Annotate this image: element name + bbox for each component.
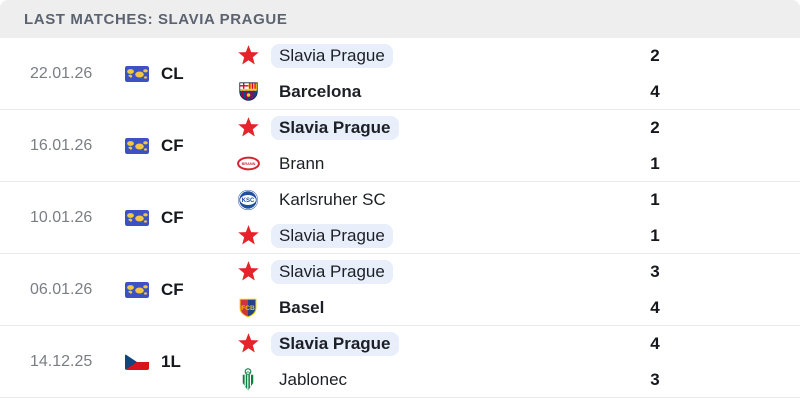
czech-flag-icon	[125, 353, 149, 370]
match-list: 22.01.26 CL Slavia Prague Barcelona 2 4 …	[0, 38, 800, 398]
scores: 3 4	[510, 254, 800, 326]
score-home: 3	[650, 261, 660, 281]
team-name: Slavia Prague	[271, 259, 393, 284]
world-flag-icon	[125, 137, 149, 154]
score-home: 2	[650, 45, 660, 65]
world-flag-icon	[125, 281, 149, 298]
scores: 4 3	[510, 326, 800, 398]
barcelona-logo-icon	[235, 79, 261, 105]
team-line-away: Slavia Prague	[235, 218, 510, 254]
team-line-away: BRANN Brann	[235, 146, 510, 182]
teams: KSC Karlsruher SC Slavia Prague	[235, 182, 510, 254]
team-name: Slavia Prague	[271, 223, 393, 248]
team-line-away: Barcelona	[235, 74, 510, 110]
competition-code: CF	[161, 207, 184, 227]
world-flag-icon	[125, 209, 149, 226]
competition: CF	[125, 280, 235, 300]
competition-code: CF	[161, 279, 184, 299]
competition: 1L	[125, 352, 235, 372]
score-away: 4	[650, 297, 660, 317]
match-date: 06.01.26	[30, 280, 93, 298]
slavia-logo-icon	[235, 43, 261, 69]
match-row[interactable]: 14.12.25 1L Slavia Prague Jablonec 4 3	[0, 326, 800, 398]
team-name: Basel	[279, 297, 325, 317]
score-home: 1	[650, 189, 660, 209]
competition-code: CF	[161, 135, 184, 155]
svg-text:FCB: FCB	[241, 305, 255, 312]
team-name: Barcelona	[279, 81, 362, 101]
scores: 2 1	[510, 110, 800, 182]
team-line-home: Slavia Prague	[235, 110, 510, 146]
team-name: Brann	[279, 153, 325, 173]
score-away: 3	[650, 369, 660, 389]
team-line-away: FCB Basel	[235, 290, 510, 326]
team-line-home: KSC Karlsruher SC	[235, 182, 510, 218]
match-date: 22.01.26	[30, 64, 93, 82]
teams: Slavia Prague BRANN Brann	[235, 110, 510, 182]
score-home: 4	[650, 333, 660, 353]
teams: Slavia Prague Barcelona	[235, 38, 510, 110]
scores: 2 4	[510, 38, 800, 110]
match-row[interactable]: 22.01.26 CL Slavia Prague Barcelona 2 4	[0, 38, 800, 110]
jablonec-logo-icon	[235, 367, 261, 393]
match-row[interactable]: 16.01.26 CF Slavia Prague BRANN Brann 2 …	[0, 110, 800, 182]
brann-logo-icon: BRANN	[235, 151, 261, 177]
teams: Slavia Prague Jablonec	[235, 326, 510, 398]
match-row[interactable]: 06.01.26 CF Slavia Prague FCB Basel 3 4	[0, 254, 800, 326]
competition: CF	[125, 208, 235, 228]
team-line-home: Slavia Prague	[235, 38, 510, 74]
match-date: 16.01.26	[30, 136, 93, 154]
ksc-logo-icon: KSC	[235, 187, 261, 213]
match-date: 10.01.26	[30, 208, 93, 226]
score-away: 1	[650, 225, 660, 245]
score-away: 1	[650, 153, 660, 173]
team-line-home: Slavia Prague	[235, 254, 510, 290]
world-flag-icon	[125, 65, 149, 82]
team-name: Karlsruher SC	[279, 189, 386, 209]
svg-text:KSC: KSC	[242, 198, 255, 204]
match-date: 14.12.25	[30, 352, 93, 370]
team-name: Slavia Prague	[271, 331, 399, 356]
svg-text:BRANN: BRANN	[241, 162, 255, 166]
competition-code: CL	[161, 63, 184, 83]
widget-title: LAST MATCHES: SLAVIA PRAGUE	[0, 0, 800, 38]
score-home: 2	[650, 117, 660, 137]
basel-logo-icon: FCB	[235, 295, 261, 321]
team-name: Slavia Prague	[271, 115, 399, 140]
team-line-away: Jablonec	[235, 362, 510, 398]
slavia-logo-icon	[235, 115, 261, 141]
competition: CL	[125, 64, 235, 84]
slavia-logo-icon	[235, 223, 261, 249]
competition: CF	[125, 136, 235, 156]
scores: 1 1	[510, 182, 800, 254]
team-name: Slavia Prague	[271, 43, 393, 68]
teams: Slavia Prague FCB Basel	[235, 254, 510, 326]
slavia-logo-icon	[235, 259, 261, 285]
match-row[interactable]: 10.01.26 CF KSC Karlsruher SC Slavia Pra…	[0, 182, 800, 254]
competition-code: 1L	[161, 351, 181, 371]
team-line-home: Slavia Prague	[235, 326, 510, 362]
score-away: 4	[650, 81, 660, 101]
slavia-logo-icon	[235, 331, 261, 357]
team-name: Jablonec	[279, 369, 348, 389]
